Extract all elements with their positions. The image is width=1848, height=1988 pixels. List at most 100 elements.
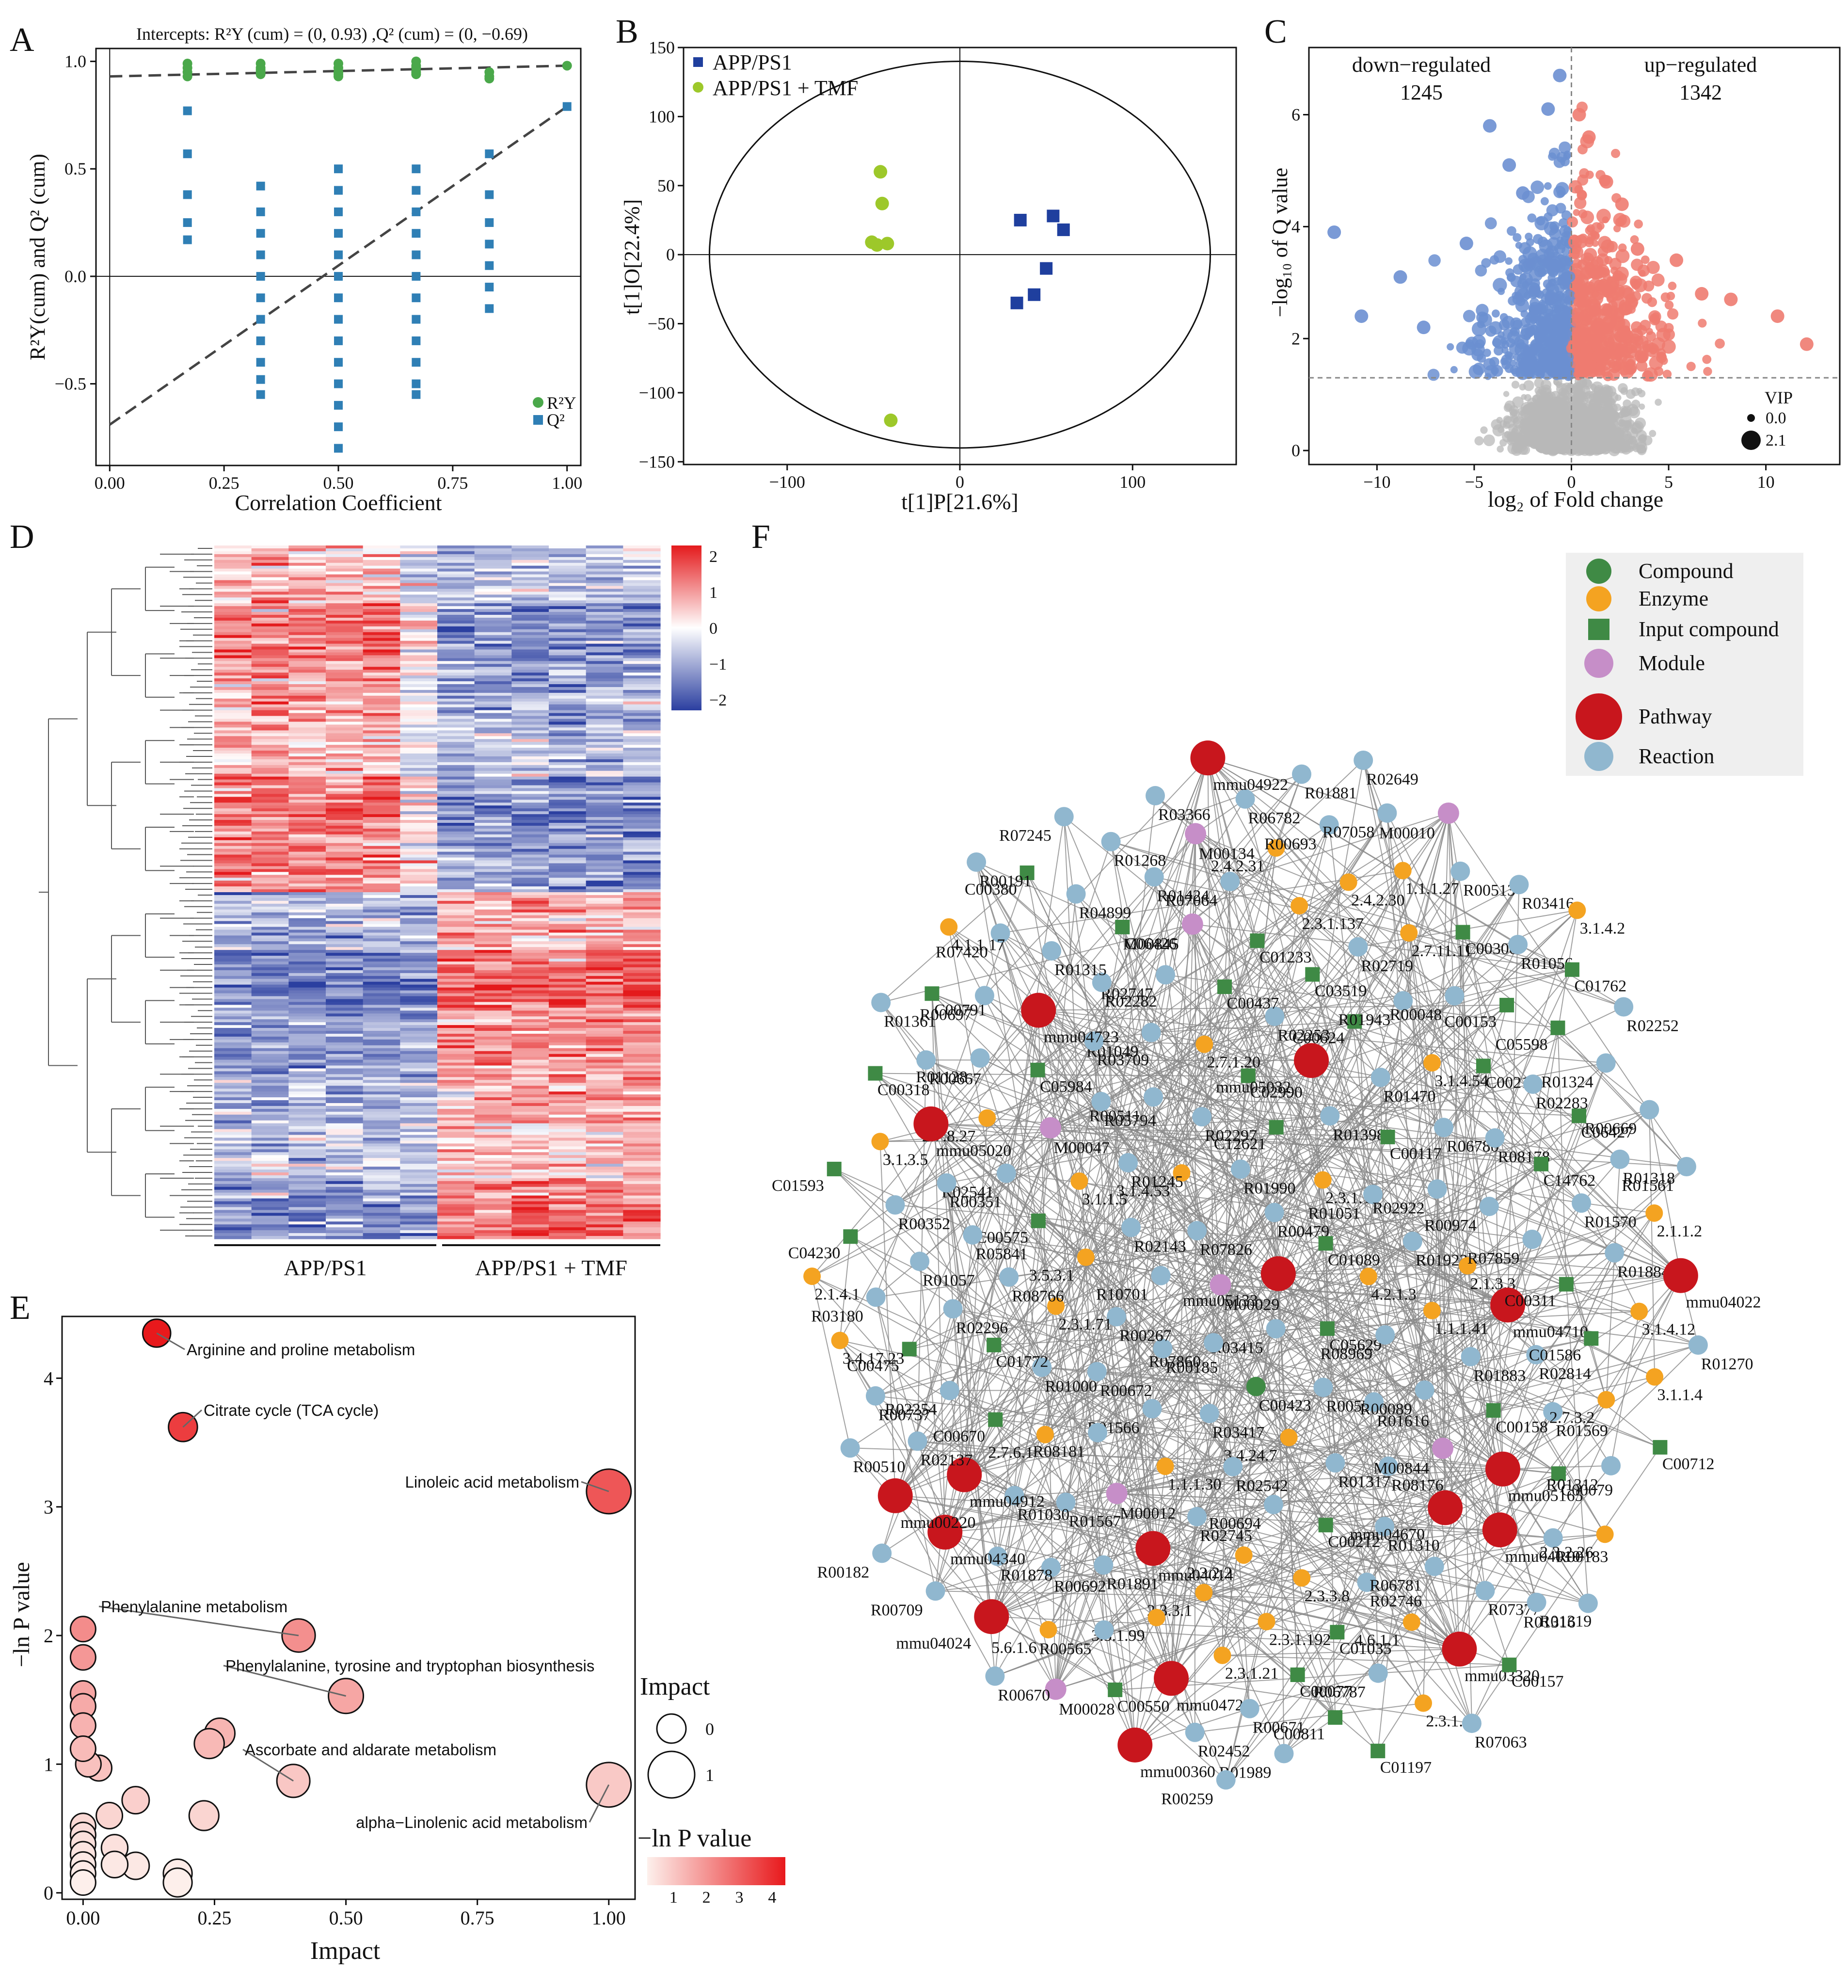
heatmap-cell	[251, 719, 289, 722]
heatmap-cell	[363, 770, 400, 774]
heatmap-cell	[400, 629, 438, 633]
up-regulated-point	[1588, 328, 1596, 337]
heatmap-cell	[623, 716, 661, 720]
r2y-point	[562, 61, 572, 71]
heatmap-cell	[214, 739, 252, 742]
heatmap-cell	[474, 733, 512, 737]
heatmap-cell	[363, 883, 400, 887]
heatmap-cell	[586, 724, 623, 728]
heatmap-cell	[437, 814, 475, 818]
heatmap-cell	[288, 967, 326, 971]
heatmap-cell	[251, 1051, 289, 1055]
heatmap-cell	[363, 603, 400, 607]
heatmap-cell	[214, 664, 252, 667]
ns-point	[1523, 380, 1534, 391]
heatmap-cell	[214, 1042, 252, 1046]
q2-point	[412, 186, 421, 195]
heatmap-cell	[586, 701, 623, 705]
heatmap-cell	[623, 987, 661, 991]
heatmap-cell	[288, 652, 326, 656]
heatmap-cell	[251, 643, 289, 647]
heatmap-cell	[400, 1057, 438, 1060]
heatmap-cell	[586, 1051, 623, 1055]
heatmap-cell	[586, 670, 623, 673]
up-regulated-point	[1596, 222, 1605, 230]
heatmap-cell	[511, 999, 549, 1003]
heatmap-cell	[288, 762, 326, 766]
heatmap-cell	[251, 638, 289, 641]
heatmap-cell	[586, 900, 623, 904]
heatmap-cell	[363, 973, 400, 977]
heatmap-cell	[511, 652, 549, 656]
heatmap-cell	[251, 1002, 289, 1005]
heatmap-cell	[326, 935, 364, 939]
heatmap-cell	[474, 959, 512, 962]
heatmap-cell	[623, 918, 661, 922]
heatmap-cell	[474, 962, 512, 965]
heatmap-cell	[288, 811, 326, 815]
heatmap-cell	[251, 704, 289, 708]
heatmap-cell	[549, 1086, 587, 1089]
heatmap-cell	[400, 811, 438, 815]
heatmap-cell	[363, 698, 400, 702]
heatmap-cell	[549, 664, 587, 667]
heatmap-cell	[400, 773, 438, 777]
panel-b-ylabel: t[1]O[22.4%]	[620, 199, 644, 315]
heatmap-cell	[623, 808, 661, 812]
ns-point	[1602, 393, 1612, 402]
up-regulated-point	[1637, 353, 1648, 363]
heatmap-cell	[400, 883, 438, 887]
heatmap-cell	[400, 978, 438, 982]
heatmap-cell	[437, 1033, 475, 1037]
heatmap-cell	[251, 670, 289, 673]
heatmap-cell	[623, 1083, 661, 1086]
heatmap-cell	[586, 895, 623, 898]
heatmap-cell	[549, 646, 587, 650]
down-regulated-point	[1459, 237, 1473, 251]
heatmap-cell	[214, 1025, 252, 1028]
heatmap-cell	[214, 978, 252, 982]
heatmap-cell	[400, 825, 438, 829]
heatmap-cell	[363, 560, 400, 563]
heatmap-cell	[214, 577, 252, 581]
heatmap-cell	[251, 851, 289, 855]
ns-point	[1581, 445, 1589, 453]
heatmap-cell	[251, 831, 289, 835]
heatmap-cell	[251, 641, 289, 644]
heatmap-cell	[214, 1002, 252, 1005]
panel-b-xlabel: t[1]P[21.6%]	[901, 489, 1018, 514]
heatmap-cell	[586, 843, 623, 847]
heatmap-cell	[363, 1062, 400, 1066]
heatmap-cell	[288, 597, 326, 601]
heatmap-cell	[549, 857, 587, 861]
heatmap-cell	[623, 1036, 661, 1040]
heatmap-cell	[400, 837, 438, 841]
heatmap-cell	[549, 574, 587, 578]
heatmap-cell	[474, 944, 512, 947]
panel-c-up-count: 1342	[1679, 80, 1722, 104]
heatmap-cell	[214, 583, 252, 587]
heatmap-cell	[214, 638, 252, 641]
panel-label-f: F	[751, 518, 770, 556]
heatmap-cell	[214, 617, 252, 621]
heatmap-cell	[214, 828, 252, 832]
heatmap-cell	[363, 632, 400, 636]
up-regulated-point	[1608, 300, 1618, 311]
heatmap-cell	[586, 759, 623, 763]
heatmap-cell	[474, 1033, 512, 1037]
app-ps1-tmf-point	[875, 196, 889, 210]
heatmap-cell	[363, 872, 400, 875]
heatmap-cell	[214, 565, 252, 569]
heatmap-cell	[474, 999, 512, 1003]
heatmap-cell	[363, 1005, 400, 1008]
heatmap-cell	[549, 976, 587, 979]
heatmap-cell	[251, 1019, 289, 1023]
heatmap-cell	[474, 866, 512, 869]
heatmap-cell	[326, 941, 364, 945]
heatmap-cell	[251, 574, 289, 578]
heatmap-cell	[586, 962, 623, 965]
heatmap-cell	[251, 667, 289, 670]
up-regulated-point	[1724, 292, 1738, 306]
heatmap-cell	[363, 846, 400, 850]
legend-label-q2: Q²	[547, 410, 565, 430]
